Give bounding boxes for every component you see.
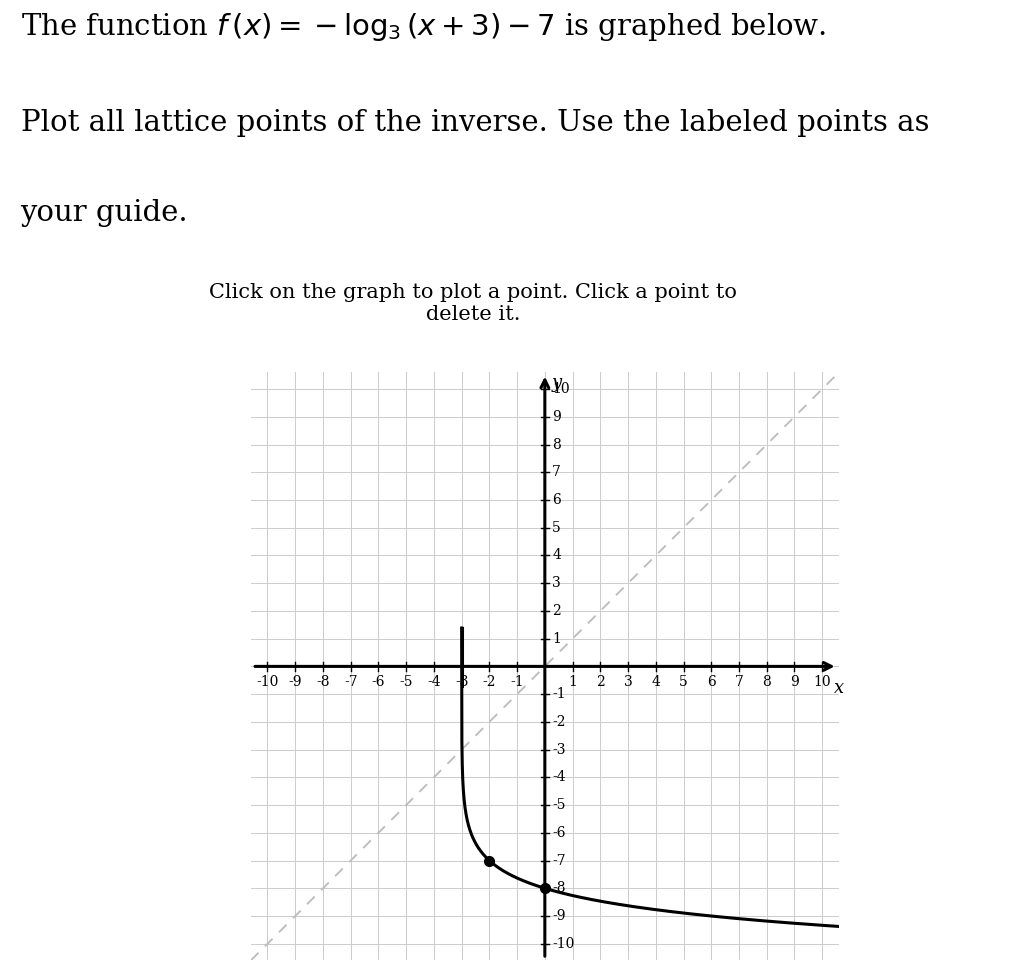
Text: 5: 5 [552,520,561,535]
Text: -5: -5 [552,798,565,812]
Text: -4: -4 [552,770,566,784]
Text: 10: 10 [813,674,831,689]
Text: 3: 3 [552,576,561,590]
Text: 6: 6 [707,674,715,689]
Text: -8: -8 [552,881,565,896]
Text: 8: 8 [552,437,561,452]
Text: -6: -6 [372,674,386,689]
Text: -7: -7 [552,854,566,867]
Text: -1: -1 [552,687,566,701]
Text: Click on the graph to plot a point. Click a point to
delete it.: Click on the graph to plot a point. Clic… [209,283,737,323]
Text: -10: -10 [256,674,279,689]
Text: your guide.: your guide. [21,199,188,227]
Text: Plot all lattice points of the inverse. Use the labeled points as: Plot all lattice points of the inverse. … [21,109,929,137]
Text: 7: 7 [552,466,561,479]
Text: -2: -2 [482,674,497,689]
Text: -7: -7 [344,674,358,689]
Text: 5: 5 [680,674,688,689]
Text: The function $f\,(x)=-\log_3(x+3)-7$ is graphed below.: The function $f\,(x)=-\log_3(x+3)-7$ is … [21,11,825,43]
Text: -3: -3 [454,674,469,689]
Text: -9: -9 [552,909,565,923]
Text: -6: -6 [552,826,565,840]
Text: 6: 6 [552,493,561,507]
Text: x: x [834,679,844,697]
Text: 10: 10 [552,382,570,396]
Text: y: y [552,373,562,392]
Text: -9: -9 [289,674,302,689]
Text: -8: -8 [317,674,330,689]
Text: 2: 2 [596,674,604,689]
Text: -10: -10 [552,937,575,951]
Text: -5: -5 [400,674,413,689]
Text: 8: 8 [763,674,771,689]
Text: -4: -4 [427,674,441,689]
Text: 9: 9 [791,674,799,689]
Text: -1: -1 [510,674,524,689]
Text: 2: 2 [552,604,561,618]
Text: -2: -2 [552,714,565,729]
Text: 1: 1 [552,632,561,646]
Text: 7: 7 [735,674,743,689]
Text: 1: 1 [568,674,577,689]
Text: -3: -3 [552,743,565,757]
Text: 9: 9 [552,410,561,423]
Text: 4: 4 [652,674,660,689]
Text: 4: 4 [552,549,561,563]
Text: 3: 3 [624,674,632,689]
